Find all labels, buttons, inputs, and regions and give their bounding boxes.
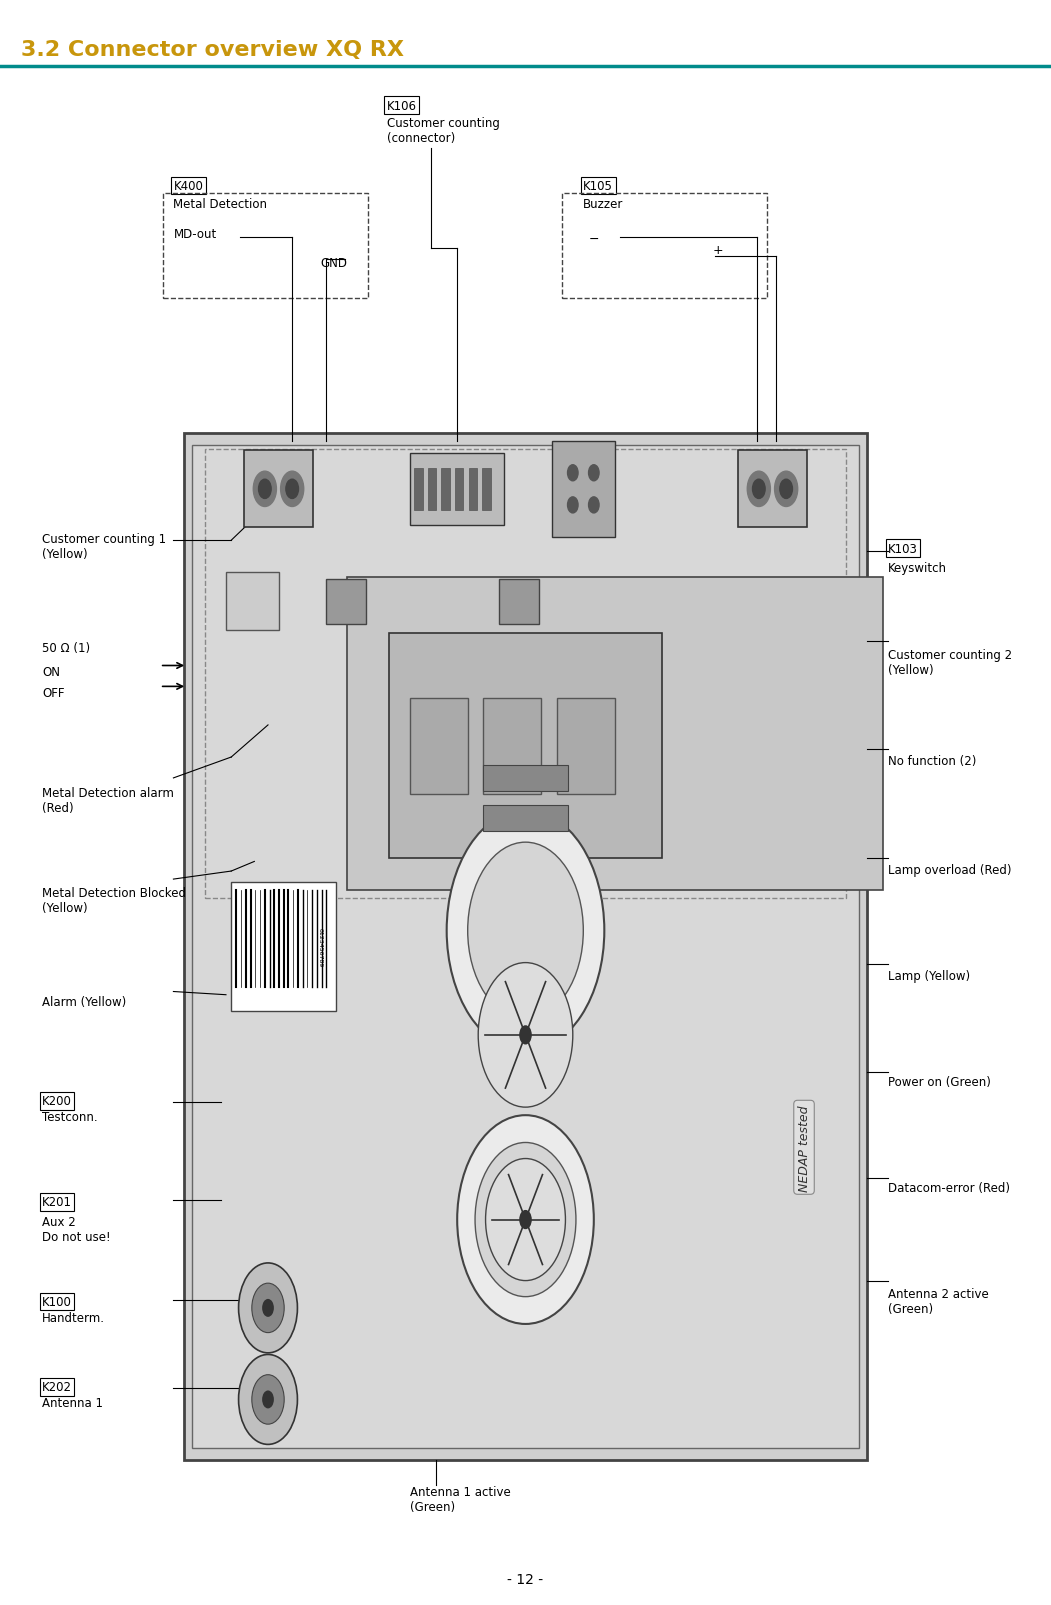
Text: K100: K100 [42,1295,71,1308]
Circle shape [568,498,578,514]
Text: K200: K200 [42,1095,71,1107]
Text: Keyswitch: Keyswitch [888,562,947,575]
Bar [483,806,568,831]
Bar [414,469,423,510]
Circle shape [447,811,604,1051]
Bar [552,441,615,538]
Bar [483,698,541,794]
Text: 50 Ω (1): 50 Ω (1) [42,642,90,655]
Text: Antenna 1: Antenna 1 [42,1396,103,1409]
Text: No function (2): No function (2) [888,754,976,767]
Text: Handterm.: Handterm. [42,1311,105,1324]
Text: Lamp (Yellow): Lamp (Yellow) [888,969,970,982]
Bar [347,578,883,891]
Circle shape [286,480,298,499]
Circle shape [753,480,765,499]
Text: Lamp overload (Red): Lamp overload (Red) [888,863,1012,876]
Circle shape [519,1210,532,1229]
Circle shape [262,1390,274,1409]
Circle shape [775,472,798,507]
Circle shape [259,480,271,499]
Text: MD-out: MD-out [173,228,217,241]
Text: Buzzer: Buzzer [583,197,623,210]
FancyBboxPatch shape [192,446,859,1448]
Bar [738,451,807,528]
Text: Power on (Green): Power on (Green) [888,1075,991,1088]
Circle shape [519,1026,532,1045]
Text: Antenna 2 active
(Green): Antenna 2 active (Green) [888,1287,989,1314]
Text: 3.2 Connector overview XQ RX: 3.2 Connector overview XQ RX [21,40,404,59]
Text: Customer counting
(connector): Customer counting (connector) [387,117,499,144]
Circle shape [253,472,276,507]
Circle shape [457,1115,594,1324]
Text: Customer counting 1
(Yellow): Customer counting 1 (Yellow) [42,533,166,560]
Text: Metal Detection alarm
(Red): Metal Detection alarm (Red) [42,786,173,814]
Circle shape [568,465,578,482]
Text: Datacom-error (Red): Datacom-error (Red) [888,1181,1010,1194]
Text: OFF: OFF [42,687,64,700]
Circle shape [486,1159,565,1281]
Circle shape [589,498,599,514]
Bar [326,579,366,624]
Text: Alarm (Yellow): Alarm (Yellow) [42,995,126,1008]
Bar [441,469,450,510]
Text: K103: K103 [888,542,918,555]
Circle shape [589,465,599,482]
Text: ON: ON [42,666,60,679]
Bar [499,579,539,624]
Bar [483,766,568,791]
Bar [455,469,463,510]
Bar [557,698,615,794]
Text: −: − [589,233,599,246]
Circle shape [252,1375,284,1424]
Text: K400: K400 [173,180,203,193]
Text: Customer counting 2
(Yellow): Customer counting 2 (Yellow) [888,648,1012,676]
Text: - 12 -: - 12 - [508,1571,543,1586]
Text: K202: K202 [42,1380,73,1393]
Circle shape [780,480,792,499]
Bar [410,698,468,794]
Circle shape [252,1284,284,1332]
Circle shape [239,1263,297,1353]
Text: Metal Detection: Metal Detection [173,197,267,210]
Text: NEDAP tested: NEDAP tested [798,1104,810,1191]
Bar [226,573,279,631]
Bar [562,194,767,299]
Bar [482,469,491,510]
Text: GND: GND [321,257,348,270]
Circle shape [262,1298,274,1318]
Circle shape [281,472,304,507]
Bar [244,451,313,528]
Bar [469,469,477,510]
Text: +: + [713,244,723,257]
Text: Aux 2
Do not use!: Aux 2 Do not use! [42,1215,110,1242]
Bar [428,469,436,510]
Circle shape [239,1355,297,1444]
Text: Testconn.: Testconn. [42,1111,98,1123]
Bar [205,449,846,899]
Text: K201: K201 [42,1196,73,1209]
Text: Antenna 1 active
(Green): Antenna 1 active (Green) [410,1485,511,1512]
Text: K105: K105 [583,180,613,193]
Bar [389,634,662,859]
FancyBboxPatch shape [184,433,867,1461]
Text: K106: K106 [387,100,417,112]
Bar [410,453,504,526]
Text: Metal Detection Blocked
(Yellow): Metal Detection Blocked (Yellow) [42,886,186,913]
Circle shape [475,1143,576,1297]
Circle shape [478,963,573,1107]
Bar [163,194,368,299]
Bar [231,883,336,1011]
Text: 0123456789: 0123456789 [318,928,323,966]
Circle shape [747,472,770,507]
Circle shape [468,843,583,1019]
